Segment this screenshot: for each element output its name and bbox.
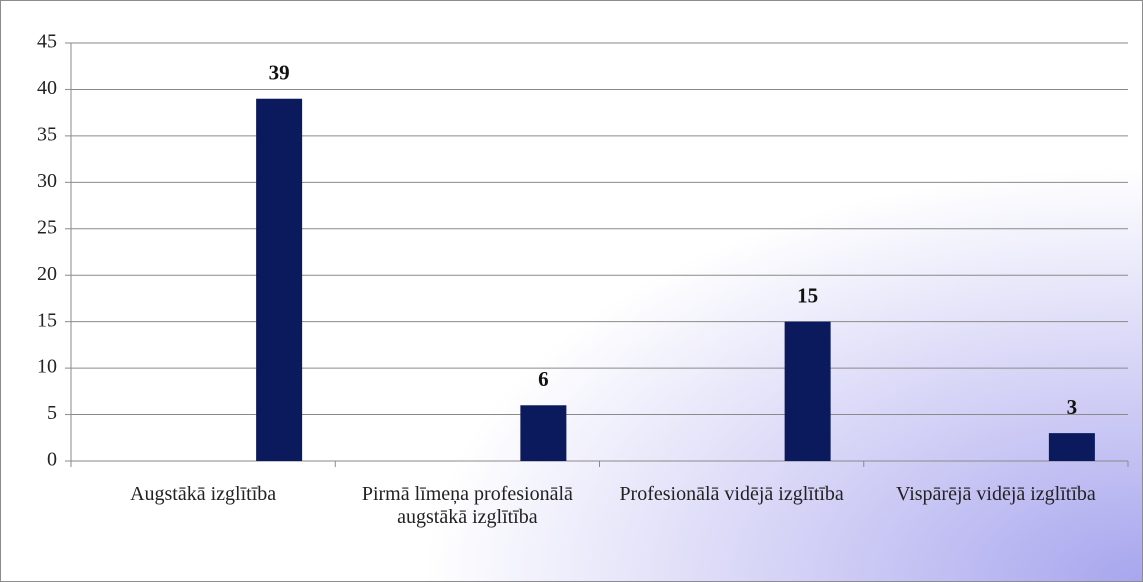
y-tick-label: 40 (37, 77, 57, 99)
y-tick-label: 10 (37, 356, 57, 378)
data-label: 3 (1067, 395, 1078, 419)
data-label: 15 (797, 283, 818, 307)
x-tick-label: Augstākā izglītība (130, 483, 277, 505)
y-tick-label: 0 (47, 449, 57, 471)
bar (784, 321, 831, 461)
x-tick-label: Pirmā līmeņa profesionālā augstākā izglī… (361, 483, 573, 528)
y-tick-label: 5 (47, 402, 57, 424)
data-label: 39 (269, 61, 290, 85)
bar (1048, 433, 1095, 461)
y-tick-label: 15 (37, 309, 57, 331)
bar (256, 98, 303, 461)
y-tick-label: 35 (37, 123, 57, 145)
y-tick-label: 45 (37, 31, 57, 53)
y-tick-label: 25 (37, 216, 57, 238)
data-label: 6 (538, 367, 549, 391)
y-tick-label: 30 (37, 170, 57, 192)
x-tick-label: Profesionālā vidējā izglītība (619, 483, 844, 505)
y-tick-label: 20 (37, 263, 57, 285)
bar (520, 405, 567, 461)
x-tick-label: Vispārējā vidējā izglītība (895, 483, 1096, 505)
